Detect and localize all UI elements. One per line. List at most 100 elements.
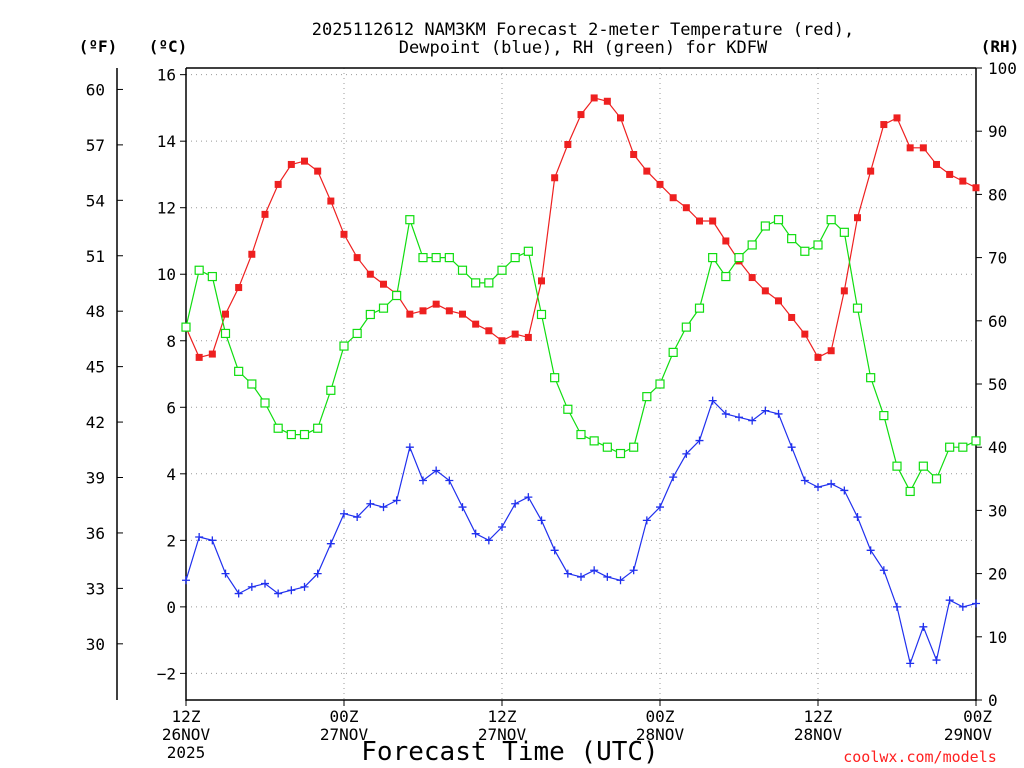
dewpoint-point bbox=[484, 536, 493, 545]
rh-point bbox=[247, 379, 257, 389]
temperature-point bbox=[287, 160, 295, 168]
temperature-point bbox=[511, 330, 519, 338]
rh-point bbox=[826, 215, 836, 225]
fahrenheit-tick-label: 45 bbox=[86, 358, 105, 377]
dewpoint-point bbox=[577, 572, 585, 581]
dewpoint-point bbox=[800, 476, 809, 485]
temperature-point bbox=[669, 194, 677, 202]
dewpoint-point bbox=[274, 589, 283, 598]
dewpoint-point bbox=[234, 589, 243, 598]
rh-point bbox=[694, 303, 705, 313]
x-tick-label: 00Z bbox=[330, 707, 359, 726]
temperature-point bbox=[564, 141, 572, 149]
rh-tick-label: 80 bbox=[988, 185, 1007, 204]
rh-point bbox=[497, 265, 507, 275]
temperature-point bbox=[261, 210, 269, 218]
rh-point bbox=[708, 253, 718, 263]
temperature-point bbox=[906, 144, 914, 152]
series-line bbox=[185, 399, 977, 666]
dewpoint-point bbox=[616, 576, 625, 585]
x-tick-label: 00Z bbox=[963, 707, 992, 726]
temperature-point bbox=[406, 310, 414, 318]
rh-point bbox=[787, 234, 797, 244]
x-tick-label: 27NOV bbox=[478, 725, 527, 744]
dewpoint-point bbox=[261, 579, 269, 588]
dewpoint-point bbox=[379, 503, 388, 512]
temperature-point bbox=[840, 287, 848, 295]
rh-point bbox=[392, 290, 402, 301]
rh-tick-label: 60 bbox=[988, 312, 1007, 331]
rh-point bbox=[945, 442, 955, 452]
series-2-meter-temperature bbox=[182, 94, 980, 361]
temperature-point bbox=[643, 167, 651, 175]
dewpoint-point bbox=[182, 576, 190, 585]
temperature-point bbox=[524, 333, 532, 341]
x-tick-label: 28NOV bbox=[794, 725, 843, 744]
temperature-point bbox=[656, 180, 664, 188]
temperature-point bbox=[538, 277, 545, 285]
temperature-point bbox=[919, 144, 927, 152]
dewpoint-point bbox=[511, 499, 520, 508]
rh-point bbox=[773, 215, 784, 225]
x-tick-label: 28NOV bbox=[636, 725, 685, 744]
dewpoint-point bbox=[498, 523, 506, 532]
rh-point bbox=[313, 423, 323, 433]
rh-point bbox=[339, 341, 349, 351]
rh-tick-label: 20 bbox=[988, 565, 1007, 584]
dewpoint-point bbox=[563, 569, 572, 578]
temperature-point bbox=[788, 313, 796, 321]
dewpoint-point bbox=[695, 436, 704, 445]
dewpoint-point bbox=[419, 476, 427, 485]
grid-lines bbox=[186, 68, 976, 700]
temperature-point bbox=[485, 327, 493, 335]
temperature-point bbox=[801, 330, 809, 338]
series-line bbox=[185, 97, 977, 359]
dewpoint-point bbox=[919, 622, 928, 631]
temperature-point bbox=[617, 114, 624, 122]
rh-point bbox=[194, 265, 204, 275]
rh-point bbox=[931, 474, 942, 484]
rh-point bbox=[326, 385, 336, 395]
temperature-point bbox=[301, 157, 308, 165]
rh-point bbox=[352, 328, 362, 339]
rh-point bbox=[286, 429, 296, 440]
dewpoint-point bbox=[537, 516, 546, 525]
dewpoint-point bbox=[774, 409, 783, 418]
celsius-tick-label: 16 bbox=[157, 66, 176, 85]
rh-unit-label: (RH) bbox=[981, 37, 1020, 56]
dewpoint-point bbox=[221, 569, 230, 578]
rh-point bbox=[220, 328, 231, 339]
temperature-point bbox=[472, 320, 480, 328]
temperature-point bbox=[972, 184, 980, 192]
fahrenheit-tick-label: 51 bbox=[86, 247, 105, 266]
dewpoint-point bbox=[287, 586, 296, 595]
rh-point bbox=[866, 373, 876, 383]
temperature-point bbox=[380, 280, 387, 288]
rh-point bbox=[681, 322, 691, 332]
temperature-point bbox=[577, 111, 585, 119]
dewpoint-point bbox=[840, 486, 849, 495]
celsius-tick-label: 0 bbox=[166, 598, 176, 617]
dewpoint-point bbox=[353, 513, 362, 522]
dewpoint-point bbox=[814, 483, 822, 492]
fahrenheit-tick-label: 39 bbox=[86, 469, 105, 488]
fahrenheit-tick-label: 30 bbox=[86, 635, 105, 654]
rh-point bbox=[760, 221, 770, 231]
series-line bbox=[185, 217, 977, 493]
rh-point bbox=[852, 303, 863, 313]
rh-point bbox=[563, 404, 573, 414]
celsius-tick-label: 6 bbox=[166, 398, 176, 417]
x-tick-label: 26NOV bbox=[162, 725, 211, 744]
rh-point bbox=[800, 246, 810, 256]
rh-point bbox=[523, 246, 533, 256]
celsius-tick-label: 2 bbox=[166, 531, 176, 550]
rh-point bbox=[602, 442, 612, 452]
celsius-tick-label: 4 bbox=[166, 465, 176, 484]
rh-point bbox=[971, 436, 981, 446]
fahrenheit-tick-label: 60 bbox=[86, 80, 105, 99]
fahrenheit-tick-label: 54 bbox=[86, 191, 105, 210]
dewpoint-point bbox=[958, 602, 967, 611]
rh-tick-label: 10 bbox=[988, 628, 1007, 647]
fahrenheit-tick-label: 48 bbox=[86, 302, 105, 321]
series-dewpoint bbox=[182, 396, 980, 668]
